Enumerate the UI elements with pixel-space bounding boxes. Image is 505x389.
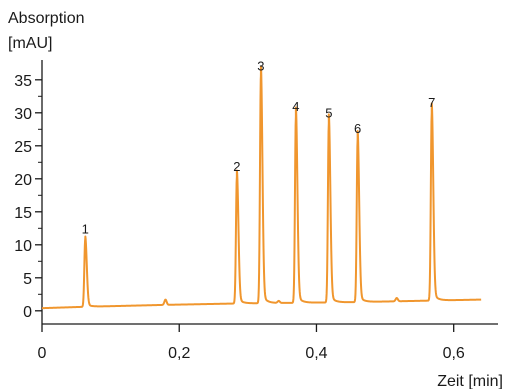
- y-tick-label: 25: [14, 139, 32, 156]
- chromatogram-trace: [41, 65, 482, 310]
- y-tick-label: 30: [14, 106, 32, 123]
- y-axis-ticks: 0 5 10 15 20 25 30 35: [14, 73, 42, 321]
- y-axis-label-line1: Absorption: [8, 10, 85, 27]
- y-tick-label: 35: [14, 73, 32, 90]
- y-tick-label: 0: [23, 304, 32, 321]
- peak-labels: 1 2 3 4 5 6 7: [82, 59, 436, 237]
- x-tick-label: 0,2: [168, 345, 190, 362]
- peak-label-3: 3: [257, 59, 264, 74]
- y-tick-label: 20: [14, 172, 32, 189]
- y-tick-label: 5: [23, 271, 32, 288]
- x-axis-ticks: 0 0,2 0,4 0,6: [38, 324, 465, 362]
- peak-label-1: 1: [82, 222, 89, 237]
- x-axis-label: Zeit [min]: [437, 373, 503, 389]
- y-axis-label-line2: [mAU]: [8, 35, 52, 52]
- y-tick-label: 10: [14, 238, 32, 255]
- peak-label-2: 2: [233, 159, 240, 174]
- peak-label-4: 4: [292, 99, 299, 114]
- peak-label-6: 6: [354, 121, 361, 136]
- x-tick-label: 0: [38, 345, 47, 362]
- peak-label-7: 7: [428, 95, 435, 110]
- peak-label-5: 5: [325, 105, 332, 120]
- x-tick-label: 0,4: [305, 345, 327, 362]
- y-tick-label: 15: [14, 205, 32, 222]
- x-tick-label: 0,6: [443, 345, 465, 362]
